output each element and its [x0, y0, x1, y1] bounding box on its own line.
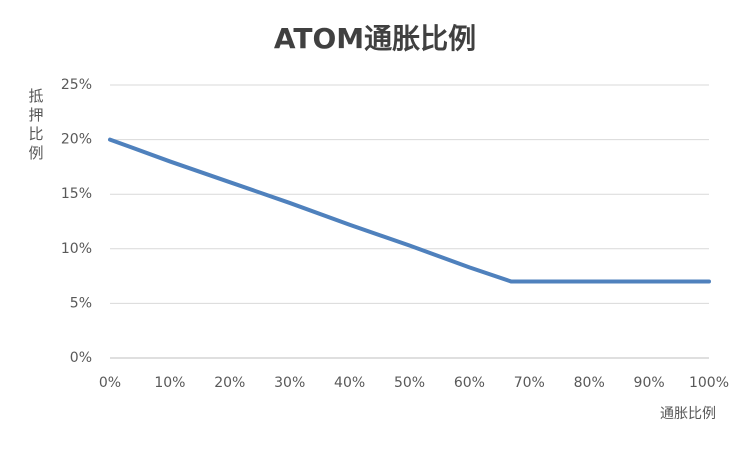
line [108, 137, 711, 284]
x-tick-label: 20% [214, 375, 245, 391]
x-tick-label: 0% [99, 375, 121, 391]
y-tick-label: 5% [70, 295, 92, 311]
x-tick-label: 70% [514, 375, 545, 391]
y-tick-label: 10% [61, 241, 92, 257]
y-tick-label: 0% [70, 350, 92, 366]
x-tick-label: 30% [274, 375, 305, 391]
x-tick-label: 100% [689, 375, 729, 391]
x-axis-label: 通胀比例 [660, 406, 716, 422]
x-tick-label: 80% [574, 375, 605, 391]
x-tick-label: 10% [154, 375, 185, 391]
x-tick-label: 90% [634, 375, 665, 391]
chart-title: ATOM通胀比例 [274, 22, 476, 55]
x-tick-label: 40% [334, 375, 365, 391]
x-tick-label: 50% [394, 375, 425, 391]
y-tick-label: 25% [61, 77, 92, 93]
y-axis-label: 抵押比例 [27, 88, 45, 164]
y-tick-label: 15% [61, 186, 92, 202]
x-tick-label: 60% [454, 375, 485, 391]
y-tick-label: 20% [61, 132, 92, 148]
